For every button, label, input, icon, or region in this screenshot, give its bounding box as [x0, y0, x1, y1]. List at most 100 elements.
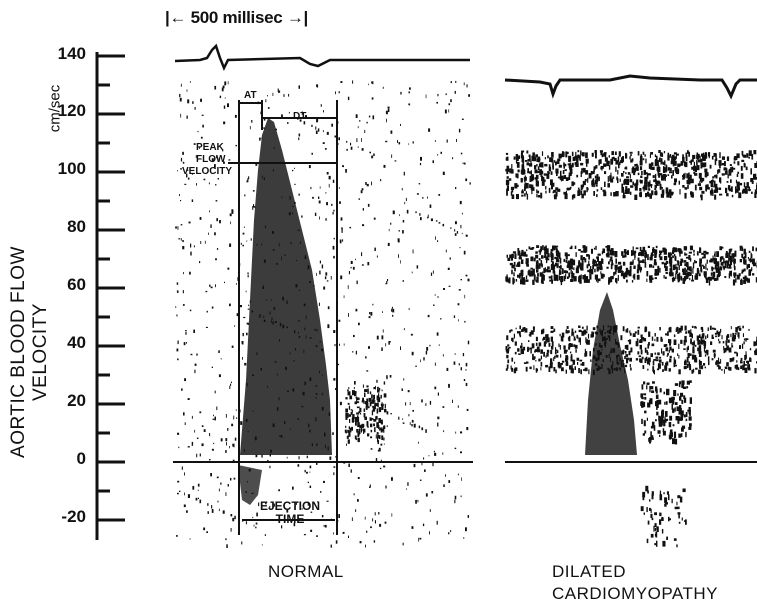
speckle-dot: [733, 157, 736, 161]
speckle-dot: [552, 245, 555, 251]
speckle-dot: [733, 263, 735, 268]
speckle-dot: [664, 503, 667, 507]
speckle-dot: [411, 271, 413, 274]
speckle-dot: [598, 262, 602, 266]
speckle-dot: [672, 170, 674, 176]
speckle-dot: [584, 274, 586, 277]
speckle-dot: [526, 193, 529, 200]
speckle-dot: [558, 343, 560, 348]
speckle-dot: [382, 428, 385, 432]
speckle-dot: [527, 170, 529, 173]
speckle-dot: [683, 395, 686, 399]
speckle-dot: [664, 502, 668, 505]
speckle-dot: [387, 242, 390, 246]
speckle-dot: [596, 263, 599, 267]
speckle-dot: [538, 342, 542, 347]
speckle-dot: [551, 279, 553, 284]
speckle-dot: [599, 159, 602, 164]
speckle-dot: [378, 387, 381, 391]
speckle-dot: [623, 249, 627, 253]
speckle-dot: [681, 433, 683, 438]
speckle-dot: [732, 167, 736, 170]
speckle-dot: [367, 425, 369, 428]
speckle-dot: [688, 409, 691, 415]
speckle-dot: [553, 328, 556, 332]
speckle-dot: [186, 173, 188, 178]
speckle-dot: [659, 185, 662, 190]
peak-label: PEAK: [196, 142, 224, 153]
speckle-dot: [669, 154, 672, 158]
speckle-dot: [693, 354, 697, 358]
speckle-dot: [576, 265, 579, 269]
speckle-dot: [207, 511, 209, 514]
speckle-dot: [386, 425, 388, 427]
speckle-dot: [637, 351, 640, 355]
y-tick-label: 80: [67, 217, 86, 236]
speckle-dot: [621, 183, 623, 188]
speckle-dot: [618, 161, 621, 166]
speckle-dot: [621, 186, 624, 193]
speckle-dot: [442, 452, 444, 455]
speckle-dot: [699, 262, 702, 267]
speckle-dot: [537, 195, 541, 198]
speckle-dot: [638, 355, 642, 358]
speckle-dot: [340, 217, 343, 221]
speckle-dot: [199, 261, 201, 264]
speckle-dot: [660, 336, 663, 342]
speckle-dot: [606, 160, 609, 167]
speckle-dot: [653, 179, 656, 183]
speckle-dot: [440, 318, 442, 320]
speckle-dot: [589, 269, 594, 273]
speckle-dot: [610, 256, 613, 261]
speckle-dot: [702, 152, 705, 159]
speckle-dot: [402, 230, 404, 234]
speckle-dot: [661, 410, 664, 418]
speckle-dot: [714, 332, 717, 335]
speckle-dot: [573, 267, 575, 271]
speckle-dot: [326, 500, 329, 502]
speckle-dot: [299, 119, 302, 122]
speckle-dot: [560, 335, 563, 342]
speckle-dot: [178, 238, 181, 240]
speckle-dot: [385, 343, 387, 347]
speckle-dot: [452, 157, 454, 160]
speckle-dot: [688, 266, 692, 271]
speckle-dot: [183, 504, 186, 508]
speckle-dot: [573, 182, 576, 185]
speckle-dot: [667, 155, 670, 161]
speckle-dot: [735, 179, 737, 184]
speckle-dot: [710, 258, 713, 263]
speckle-dot: [685, 269, 688, 273]
speckle-dot: [460, 431, 463, 434]
speckle-dot: [685, 519, 687, 525]
speckle-dot: [727, 261, 730, 266]
speckle-dot: [429, 531, 430, 535]
speckle-dot: [382, 311, 383, 313]
speckle-dot: [306, 471, 308, 474]
speckle-dot: [751, 259, 755, 263]
speckle-dot: [629, 332, 632, 336]
speckle-dot: [381, 402, 383, 405]
speckle-dot: [735, 278, 737, 283]
speckle-dot: [292, 169, 294, 172]
speckle-dot: [723, 258, 725, 264]
speckle-dot: [657, 166, 661, 172]
speckle-dot: [323, 286, 326, 290]
speckle-dot: [585, 170, 589, 175]
speckle-dot: [177, 492, 179, 495]
speckle-dot: [719, 246, 723, 251]
speckle-dot: [729, 248, 732, 253]
speckle-dot: [665, 164, 667, 171]
speckle-dot: [659, 434, 661, 437]
speckle-dot: [550, 349, 553, 355]
speckle-dot: [705, 263, 707, 270]
speckle-dot: [723, 167, 727, 171]
speckle-dot: [622, 261, 626, 266]
speckle-dot: [189, 271, 191, 275]
speckle-dot: [536, 269, 539, 273]
speckle-dot: [378, 427, 380, 430]
speckle-dot: [641, 401, 644, 408]
speckle-dot: [316, 461, 318, 465]
speckle-dot: [533, 274, 536, 281]
speckle-dot: [433, 304, 435, 306]
